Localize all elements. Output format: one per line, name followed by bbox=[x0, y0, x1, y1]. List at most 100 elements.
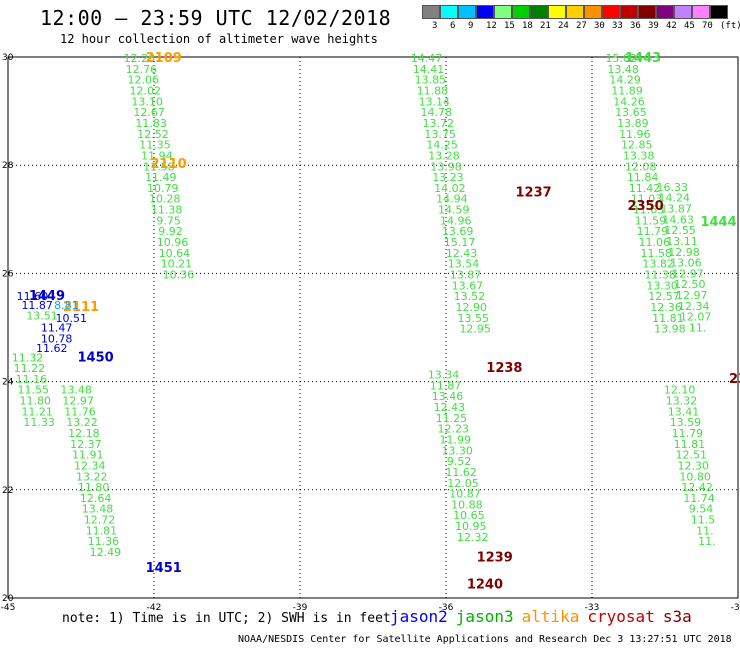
pass-time-label: 2111 bbox=[63, 300, 99, 315]
pass-time-label: 1240 bbox=[467, 577, 503, 592]
swh-value: 13.65 bbox=[615, 106, 647, 119]
swh-value: 13.59 bbox=[670, 416, 702, 429]
y-tick-label: 24 bbox=[2, 378, 14, 388]
swh-value: 9.75 bbox=[156, 214, 181, 227]
colorbar-swatch bbox=[602, 5, 620, 19]
swh-value: 10.95 bbox=[455, 520, 487, 533]
colorbar-label: 18 bbox=[522, 21, 533, 31]
swh-value: 11.06 bbox=[639, 236, 671, 249]
swh-value: 11.38 bbox=[151, 204, 183, 217]
pass-time-label: 2109 bbox=[146, 51, 182, 66]
swh-value: 14.29 bbox=[609, 74, 641, 87]
swh-value: 14.59 bbox=[438, 204, 470, 217]
swh-value: 14.47 bbox=[411, 52, 443, 65]
pass-time-label: 1237 bbox=[516, 185, 552, 200]
swh-value: 12.95 bbox=[459, 323, 491, 336]
swh-value: 14.26 bbox=[613, 95, 645, 108]
swh-value: 13.51 bbox=[26, 310, 58, 323]
x-tick-label: -30 bbox=[731, 603, 740, 613]
swh-value: 11.83 bbox=[135, 117, 167, 130]
swh-value: 13.87 bbox=[660, 202, 692, 215]
swh-value: 12.06 bbox=[128, 74, 160, 87]
colorbar bbox=[422, 5, 728, 19]
swh-value: 13.10 bbox=[131, 95, 163, 108]
swh-value: 13.98 bbox=[654, 323, 686, 336]
swh-value: 11.81 bbox=[674, 438, 706, 451]
swh-value: 11.21 bbox=[21, 405, 53, 418]
swh-value: 15.02 bbox=[605, 52, 637, 65]
swh-value: 14.63 bbox=[662, 213, 694, 226]
swh-value: 15.17 bbox=[444, 236, 476, 249]
colorbar-label: 33 bbox=[612, 21, 623, 31]
colorbar-label: 45 bbox=[684, 21, 695, 31]
swh-value: 13.98 bbox=[430, 160, 462, 173]
swh-value: 11.80 bbox=[78, 481, 110, 494]
colorbar-label: 12 bbox=[486, 21, 497, 31]
swh-value: 11.88 bbox=[417, 85, 449, 98]
swh-value: 13.85 bbox=[415, 74, 447, 87]
swh-value: 12.97 bbox=[672, 267, 704, 280]
swh-value: 12.57 bbox=[648, 290, 680, 303]
swh-value: 14.94 bbox=[436, 193, 468, 206]
colorbar-swatch bbox=[710, 5, 728, 19]
swh-value: 11.62 bbox=[36, 342, 68, 355]
satellite-legend: jason2 jason3 altika cryosat s3a bbox=[390, 607, 700, 626]
colorbar-label: 21 bbox=[540, 21, 551, 31]
swh-value: 13.46 bbox=[432, 390, 464, 403]
swh-value: 12.49 bbox=[90, 546, 122, 559]
swh-value: 12.90 bbox=[456, 301, 488, 314]
colorbar-swatch bbox=[494, 5, 512, 19]
swh-value: 11.42 bbox=[629, 182, 661, 195]
swh-value: 13.34 bbox=[428, 369, 460, 382]
swh-value: 11.74 bbox=[683, 492, 715, 505]
swh-value: 13.30 bbox=[646, 279, 678, 292]
swh-value: 13.67 bbox=[452, 279, 484, 292]
swh-value: 9.52 bbox=[447, 455, 472, 468]
colorbar-label: 3 bbox=[432, 21, 438, 31]
pass-time-label: 1450 bbox=[78, 350, 114, 365]
swh-value: 14.25 bbox=[426, 139, 458, 152]
swh-value: 13.23 bbox=[432, 171, 464, 184]
swh-value: 12.18 bbox=[68, 427, 100, 440]
swh-value: 13.41 bbox=[668, 405, 700, 418]
swh-value: 12.76 bbox=[126, 63, 158, 76]
colorbar-swatch bbox=[422, 5, 440, 19]
swh-value: 11.81 bbox=[86, 524, 118, 537]
swh-value: 12.30 bbox=[677, 459, 709, 472]
swh-value: 10.88 bbox=[451, 498, 483, 511]
swh-value: 11.76 bbox=[64, 405, 96, 418]
swh-value: 11.87 bbox=[430, 379, 462, 392]
pass-time-label: 2110 bbox=[151, 157, 187, 172]
swh-value: 11.94 bbox=[141, 149, 173, 162]
swh-value: 13.69 bbox=[442, 225, 474, 238]
colorbar-swatch bbox=[548, 5, 566, 19]
legend-jason2: jason2 bbox=[390, 607, 448, 626]
swh-value: 11.49 bbox=[145, 171, 177, 184]
swh-value: 10.96 bbox=[157, 236, 189, 249]
colorbar-label: 27 bbox=[576, 21, 587, 31]
swh-value: 13.48 bbox=[607, 63, 639, 76]
swh-value: 10.87 bbox=[449, 488, 481, 501]
pass-time-label: 1444 bbox=[700, 215, 736, 230]
swh-value: 11.38 bbox=[644, 268, 676, 281]
swh-value: 13.55 bbox=[458, 312, 490, 325]
swh-value: 13.54 bbox=[448, 258, 480, 271]
swh-value: 12.43 bbox=[446, 247, 478, 260]
colorbar-label: 6 bbox=[450, 21, 456, 31]
swh-value: 11.16 bbox=[16, 373, 48, 386]
swh-value: 12.50 bbox=[674, 278, 706, 291]
swh-value: 11.63 bbox=[633, 204, 665, 217]
swh-value: 13.38 bbox=[623, 149, 655, 162]
swh-value: 11.59 bbox=[635, 214, 667, 227]
swh-value: 12.67 bbox=[133, 106, 165, 119]
colorbar-label: 9 bbox=[468, 21, 474, 31]
swh-value: 14.24 bbox=[658, 192, 690, 205]
colorbar-swatch bbox=[566, 5, 584, 19]
swh-value: 11.03 bbox=[631, 193, 663, 206]
swh-value: 9.92 bbox=[158, 225, 183, 238]
swh-value: 12.98 bbox=[668, 246, 700, 259]
swh-value: 11.62 bbox=[445, 466, 477, 479]
colorbar-swatch bbox=[638, 5, 656, 19]
swh-value: 12.23 bbox=[438, 423, 470, 436]
swh-value: 12.10 bbox=[664, 384, 696, 397]
